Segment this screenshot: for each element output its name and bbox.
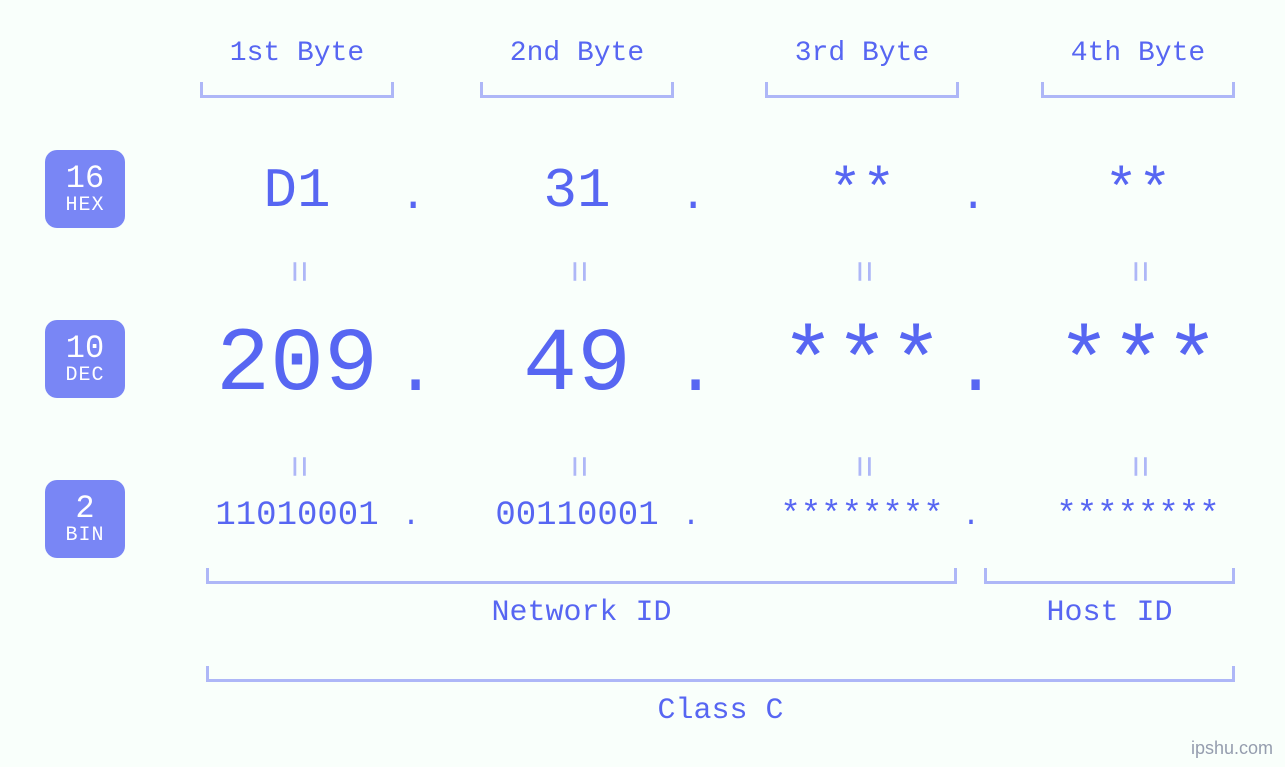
dot-bin-3: . [962, 500, 980, 534]
dot-dec-3: . [954, 330, 997, 412]
byte-bracket-2 [480, 82, 674, 98]
byte-header-3: 3rd Byte [762, 38, 962, 69]
bin-byte-4: ******** [1008, 497, 1268, 535]
equals-0-2: = [840, 260, 883, 283]
byte-header-4: 4th Byte [1038, 38, 1238, 69]
badge-dec-label: DEC [45, 365, 125, 386]
equals-0-3: = [1116, 260, 1159, 283]
equals-1-0: = [275, 455, 318, 478]
dot-dec-2: . [674, 330, 717, 412]
dot-hex-2: . [680, 172, 706, 222]
dot-bin-1: . [402, 500, 420, 534]
dot-bin-2: . [682, 500, 700, 534]
dot-hex-3: . [960, 172, 986, 222]
hex-byte-4: ** [1028, 159, 1248, 223]
dot-hex-1: . [400, 172, 426, 222]
dec-byte-1: 209 [167, 315, 427, 417]
bracket-host [984, 568, 1235, 584]
badge-bin-num: 2 [45, 492, 125, 526]
bin-byte-3: ******** [732, 497, 992, 535]
equals-0-0: = [275, 260, 318, 283]
equals-1-3: = [1116, 455, 1159, 478]
dot-dec-1: . [394, 330, 437, 412]
watermark: ipshu.com [1191, 738, 1273, 759]
byte-header-2: 2nd Byte [477, 38, 677, 69]
badge-hex-num: 16 [45, 162, 125, 196]
hex-byte-1: D1 [187, 159, 407, 223]
label-network: Network ID [432, 596, 732, 630]
bin-byte-1: 11010001 [167, 497, 427, 535]
bin-byte-2: 00110001 [447, 497, 707, 535]
badge-hex-label: HEX [45, 195, 125, 216]
bracket-class [206, 666, 1235, 682]
byte-bracket-3 [765, 82, 959, 98]
byte-bracket-4 [1041, 82, 1235, 98]
label-class: Class C [571, 694, 871, 728]
badge-dec-num: 10 [45, 332, 125, 366]
badge-hex: 16HEX [45, 150, 125, 228]
equals-0-1: = [555, 260, 598, 283]
equals-1-2: = [840, 455, 883, 478]
badge-bin: 2BIN [45, 480, 125, 558]
dec-byte-3: *** [732, 315, 992, 417]
byte-bracket-1 [200, 82, 394, 98]
dec-byte-2: 49 [447, 315, 707, 417]
label-host: Host ID [960, 596, 1260, 630]
badge-bin-label: BIN [45, 525, 125, 546]
bracket-network [206, 568, 957, 584]
byte-header-1: 1st Byte [197, 38, 397, 69]
equals-1-1: = [555, 455, 598, 478]
dec-byte-4: *** [1008, 315, 1268, 417]
hex-byte-3: ** [752, 159, 972, 223]
badge-dec: 10DEC [45, 320, 125, 398]
hex-byte-2: 31 [467, 159, 687, 223]
